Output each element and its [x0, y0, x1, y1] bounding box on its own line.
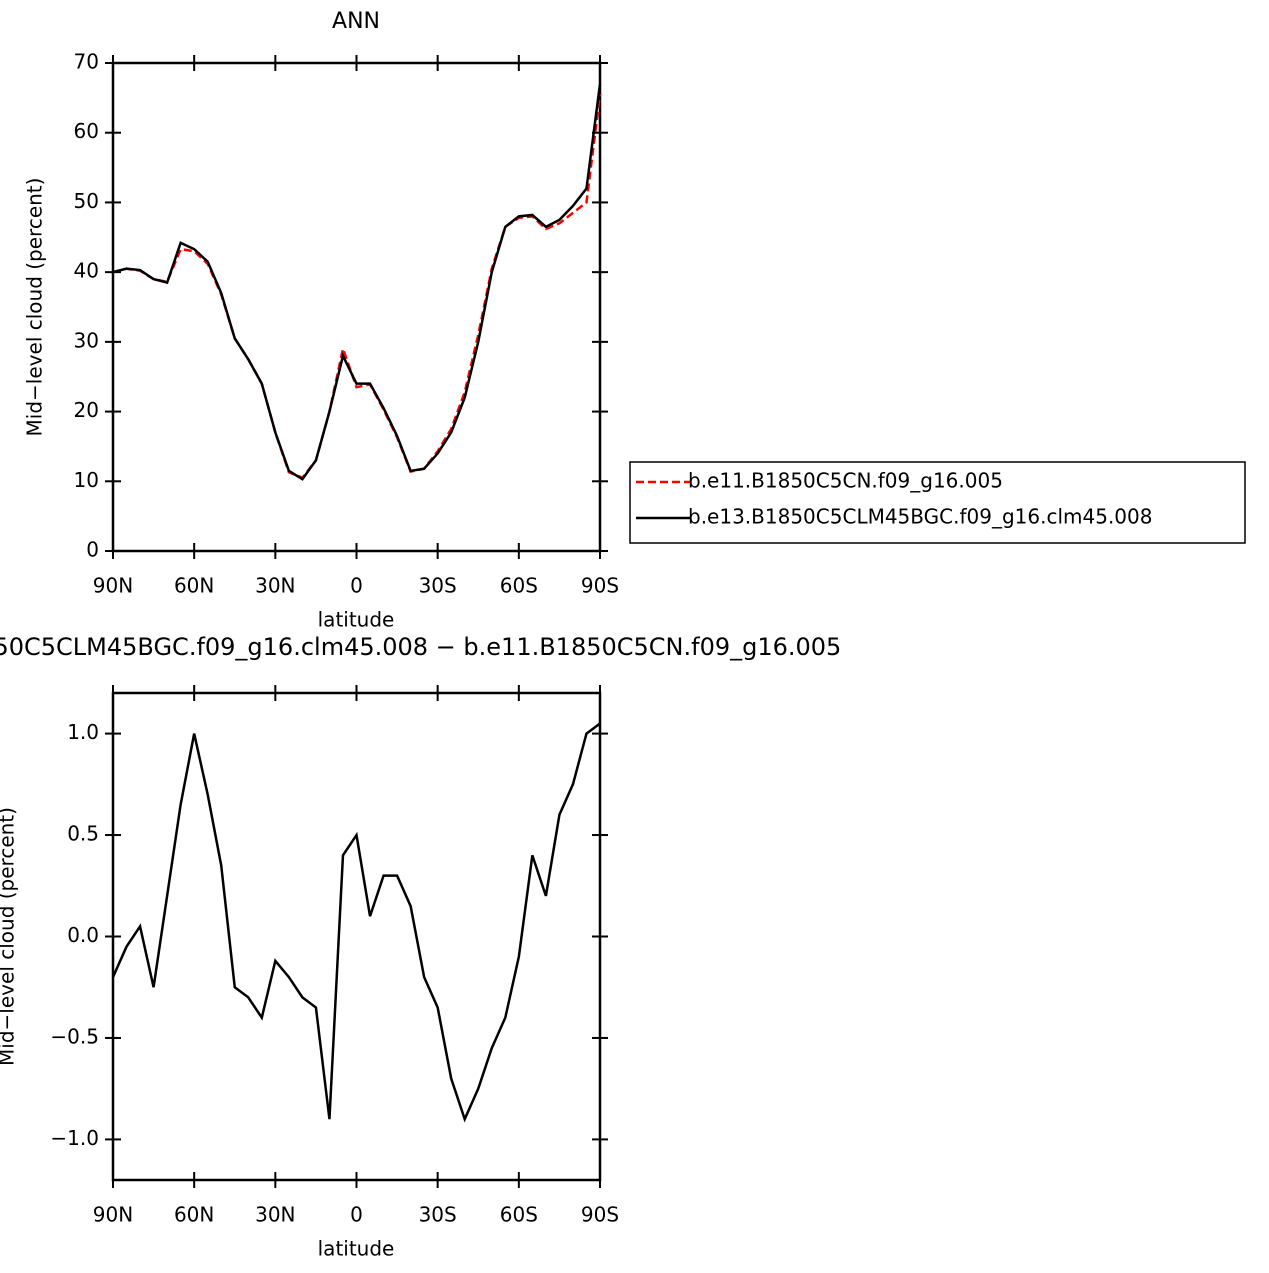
chart-title: b.e13.B1850C5CLM45BGC.f09_g16.clm45.008 …: [0, 633, 841, 661]
plot-frame: [111, 691, 602, 1182]
y-tick-label: 50: [74, 189, 99, 213]
plot-frame: [111, 61, 602, 553]
x-tick-label: 30N: [255, 574, 295, 598]
x-tick-label: 30S: [419, 574, 457, 598]
y-tick-label: 1.0: [67, 720, 99, 744]
y-tick-label: 60: [74, 119, 99, 143]
x-tick-label: 60N: [174, 1203, 214, 1227]
y-tick-label: 0: [86, 538, 99, 562]
x-tick-label: 90N: [93, 574, 133, 598]
x-tick-label: 60S: [500, 1203, 538, 1227]
y-tick-label: 40: [74, 259, 99, 283]
x-axis-label: latitude: [318, 608, 395, 632]
x-tick-label: 30N: [255, 1203, 295, 1227]
y-axis-label: Mid−level cloud (percent): [23, 178, 47, 437]
x-tick-label: 0: [350, 574, 363, 598]
y-tick-label: −0.5: [50, 1024, 99, 1048]
y-tick-label: 30: [74, 328, 99, 352]
data-line: [112, 94, 602, 480]
x-tick-label: 60N: [174, 574, 214, 598]
x-axis-label: latitude: [318, 1237, 395, 1261]
legend-label: b.e13.B1850C5CLM45BGC.f09_g16.clm45.008: [688, 505, 1152, 529]
y-axis-label: Mid−level cloud (percent): [0, 807, 19, 1066]
x-tick-label: 90S: [581, 574, 619, 598]
y-tick-label: 70: [74, 50, 99, 74]
x-tick-label: 30S: [419, 1203, 457, 1227]
data-line: [111, 722, 601, 1123]
legend-box: [629, 461, 1246, 544]
y-tick-label: 10: [74, 468, 99, 492]
chart-title: ANN: [332, 9, 380, 34]
x-tick-label: 0: [350, 1203, 363, 1227]
x-tick-label: 60S: [500, 574, 538, 598]
y-tick-label: 20: [74, 398, 99, 422]
x-tick-label: 90N: [93, 1203, 133, 1227]
legend-label: b.e11.B1850C5CN.f09_g16.005: [688, 469, 1003, 493]
y-tick-label: −1.0: [50, 1126, 99, 1150]
y-tick-label: 0.5: [67, 822, 99, 846]
data-line: [112, 83, 602, 481]
y-tick-label: 0.0: [67, 923, 99, 947]
x-tick-label: 90S: [581, 1203, 619, 1227]
